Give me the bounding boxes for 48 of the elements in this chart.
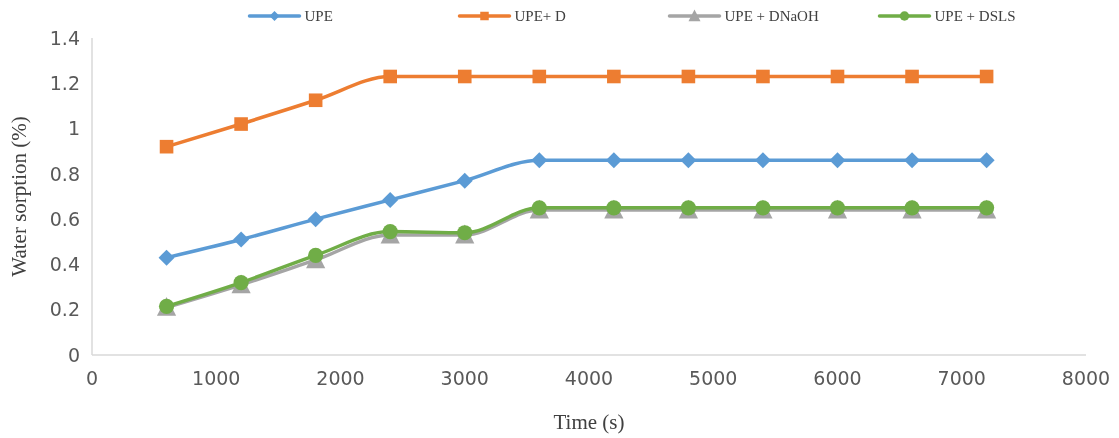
point xyxy=(607,69,621,84)
point xyxy=(307,211,324,228)
point xyxy=(680,152,697,169)
point xyxy=(158,249,175,266)
point xyxy=(978,152,995,169)
y-axis-title: Water sorption (%) xyxy=(7,116,31,277)
y-tick-label: 1.2 xyxy=(49,71,80,94)
point xyxy=(829,152,846,169)
x-tick-label: 3000 xyxy=(440,367,489,389)
point xyxy=(979,69,994,84)
point xyxy=(382,191,399,208)
y-tick-label: 1 xyxy=(67,117,80,140)
y-tick-label: 0.8 xyxy=(49,162,80,185)
point xyxy=(457,69,472,84)
y-tick-label: 0.6 xyxy=(49,207,80,230)
point xyxy=(308,93,323,108)
point xyxy=(531,152,548,169)
x-tick-label: 7000 xyxy=(937,367,986,389)
point xyxy=(532,69,547,84)
point xyxy=(308,247,324,263)
point xyxy=(904,152,921,169)
point xyxy=(830,69,845,84)
point xyxy=(234,117,248,131)
point xyxy=(756,69,770,84)
point xyxy=(681,69,696,84)
y-tick-label: 0 xyxy=(67,343,80,366)
x-tick-label: 8000 xyxy=(1061,367,1111,389)
y-tick-label: 0.4 xyxy=(49,253,80,276)
legend-label: UPE + DSLS xyxy=(934,8,1016,25)
legend-label: UPE + DNaOH xyxy=(724,8,819,25)
point xyxy=(754,152,771,169)
x-tick-label: 4000 xyxy=(564,367,614,389)
x-tick-label: 5000 xyxy=(689,367,738,389)
point xyxy=(456,172,473,189)
legend-label: UPE+ D xyxy=(514,8,567,25)
x-tick-label: 0 xyxy=(85,367,99,389)
x-tick-label: 2000 xyxy=(316,367,365,389)
x-tick-label: 1000 xyxy=(192,367,241,389)
x-axis-title: Time (s) xyxy=(553,410,625,434)
point xyxy=(605,152,622,169)
y-tick-label: 0.2 xyxy=(49,298,80,321)
legend-label: UPE xyxy=(304,8,333,25)
point xyxy=(233,231,250,248)
point xyxy=(905,69,919,84)
y-tick-label: 1.4 xyxy=(49,26,80,49)
point xyxy=(159,139,174,154)
x-tick-label: 6000 xyxy=(813,367,862,389)
point xyxy=(383,69,397,84)
